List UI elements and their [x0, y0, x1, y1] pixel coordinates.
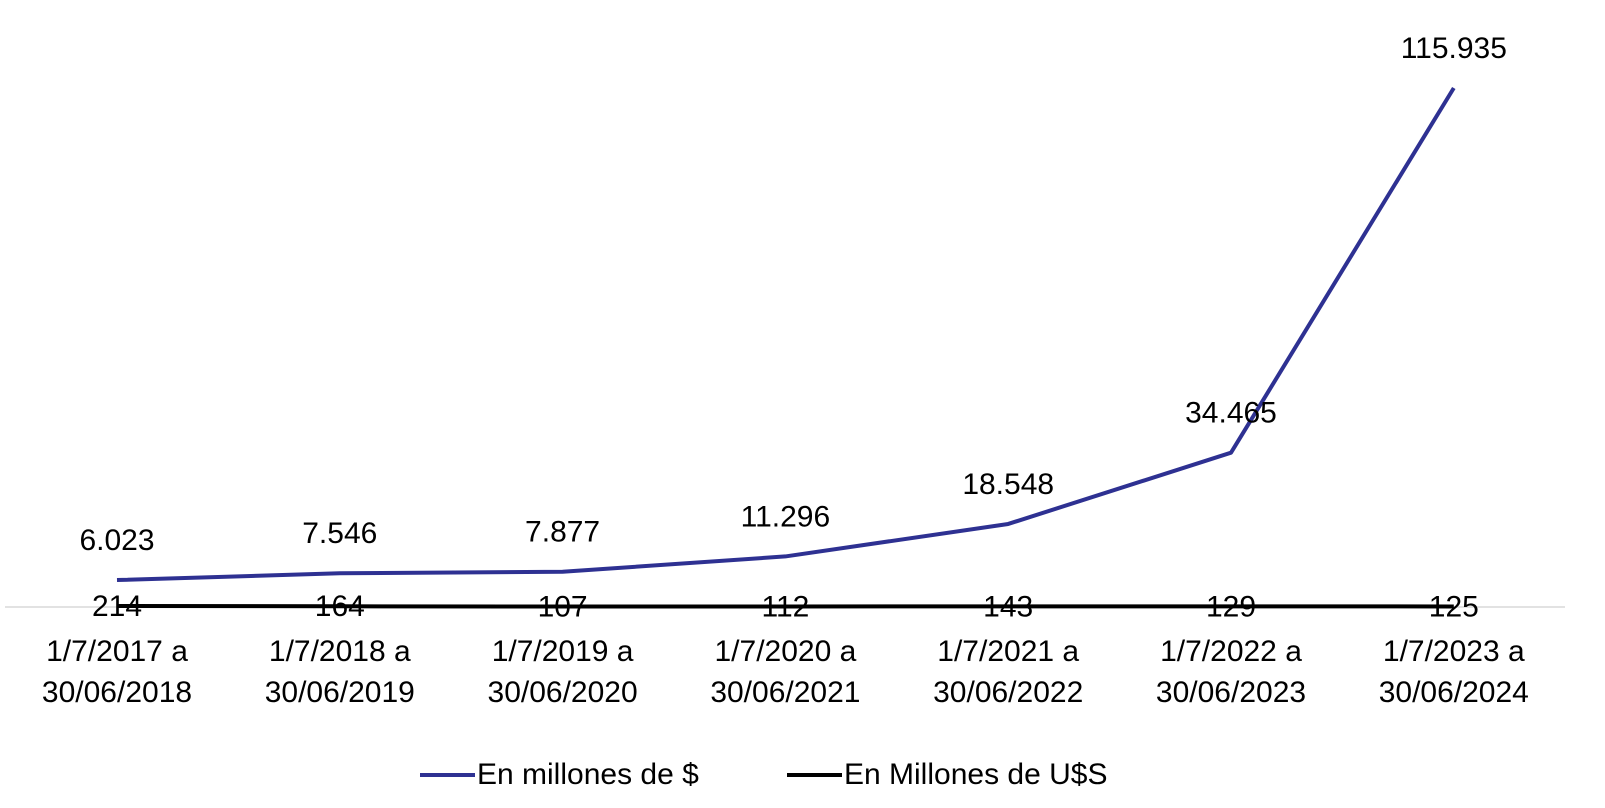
- data-label: 7.877: [525, 516, 600, 549]
- data-label: 7.546: [302, 517, 377, 550]
- data-label: 129: [1206, 590, 1256, 623]
- data-label: 11.296: [741, 500, 831, 533]
- data-label: 214: [92, 590, 142, 623]
- data-label: 125: [1429, 590, 1479, 623]
- x-tick-label: 1/7/2017 a 30/06/2018: [41, 635, 193, 709]
- data-label: 164: [315, 590, 365, 623]
- x-tick-label: 1/7/2020 a 30/06/2021: [710, 635, 861, 709]
- data-label: 18.548: [962, 468, 1054, 501]
- legend-label: En Millones de U$S: [844, 758, 1107, 791]
- data-label: 6.023: [79, 524, 154, 557]
- series-line: [116, 86, 1456, 583]
- x-tick-label: 1/7/2022 a 30/06/2023: [1155, 635, 1307, 709]
- legend-label: En millones de $: [477, 758, 699, 791]
- data-label: 143: [983, 590, 1033, 623]
- x-tick-label: 1/7/2023 a 30/06/2024: [1378, 635, 1529, 709]
- x-tick-label: 1/7/2019 a 30/06/2020: [487, 635, 638, 709]
- x-tick-label: 1/7/2021 a 30/06/2022: [933, 635, 1084, 709]
- x-tick-label: 1/7/2018 a 30/06/2019: [264, 635, 415, 709]
- data-label: 115.935: [1401, 32, 1507, 65]
- data-label: 34.465: [1185, 397, 1277, 430]
- data-label: 107: [538, 590, 588, 623]
- data-label: 112: [761, 590, 809, 623]
